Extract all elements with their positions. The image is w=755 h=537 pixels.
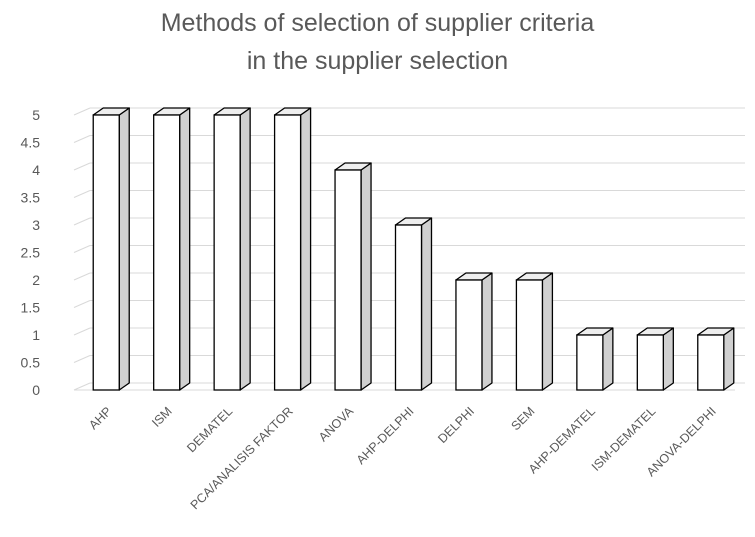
gridline-side	[73, 190, 91, 198]
gridline-side	[73, 355, 91, 363]
bar	[334, 162, 372, 391]
gridline-side	[73, 162, 91, 171]
gridline-side	[73, 327, 91, 336]
bar-front	[697, 334, 725, 391]
y-axis-ticks: 0 0.5 1 1.5 2 2.5 3 3.5 4 4.5 5	[21, 107, 41, 398]
y-tick-label: 3	[32, 217, 40, 233]
bar	[92, 107, 130, 391]
bar-side	[723, 327, 735, 391]
y-tick-label: 1	[32, 327, 40, 343]
bar-side	[118, 107, 130, 391]
bar	[273, 107, 312, 391]
y-tick-label: 5	[32, 107, 40, 123]
bar	[636, 327, 674, 391]
bar	[455, 272, 493, 391]
bar-front	[455, 279, 483, 391]
bar-front	[636, 334, 664, 391]
x-category-label: AHP-DELPHI	[354, 404, 417, 467]
bar-front	[213, 114, 241, 391]
y-tick-label: 0.5	[21, 355, 41, 371]
bar	[515, 272, 554, 391]
gridline-side	[73, 217, 91, 226]
bar-side	[179, 107, 191, 391]
bar-side	[360, 162, 372, 391]
gridline-side	[73, 245, 91, 253]
bar-front	[153, 114, 181, 391]
bar-side	[662, 327, 674, 391]
x-category-label: AHP-DEMATEL	[526, 404, 598, 476]
bar-front	[394, 224, 423, 391]
bar-front	[273, 114, 302, 391]
y-tick-label: 4.5	[21, 135, 41, 151]
bar	[153, 107, 191, 391]
chart-title-line-2: in the supplier selection	[246, 47, 509, 75]
y-tick-label: 2	[32, 272, 40, 288]
x-category-label: ANOVA	[316, 404, 357, 445]
bar	[213, 107, 251, 391]
x-category-label: SEM	[508, 404, 537, 433]
x-category-label: DEMATEL	[184, 404, 235, 455]
x-category-label: ISM	[149, 404, 175, 430]
bar-side	[602, 327, 614, 391]
bar-side	[239, 107, 251, 391]
bar-front	[515, 279, 544, 391]
bar-side	[299, 107, 312, 391]
x-category-label: PCA/ANALISIS FAKTOR	[188, 404, 296, 512]
gridline-side	[73, 272, 91, 281]
gridline-side	[73, 135, 91, 143]
bar-side	[420, 217, 433, 391]
bar-side	[481, 272, 493, 391]
bar	[697, 327, 735, 391]
x-category-label: AHP	[86, 404, 114, 432]
y-tick-label: 2.5	[21, 245, 41, 261]
bar	[576, 327, 614, 391]
gridline-side	[73, 382, 91, 391]
bars	[92, 107, 735, 391]
bar-front	[334, 169, 362, 391]
y-tick-label: 1.5	[21, 300, 41, 316]
bar	[394, 217, 433, 391]
bar-front	[92, 114, 120, 391]
y-tick-label: 4	[32, 162, 40, 178]
gridline-side	[73, 300, 91, 308]
chart-title-line-1: Methods of selection of supplier criteri…	[160, 9, 595, 37]
gridline-side	[73, 107, 91, 116]
x-category-label: DELPHI	[435, 404, 477, 446]
y-tick-label: 0	[32, 382, 40, 398]
x-category-label: ISM-DEMATEL	[589, 404, 659, 474]
bar-side	[541, 272, 554, 391]
y-tick-label: 3.5	[21, 190, 41, 206]
chart-title: Methods of selection of supplier criteri…	[0, 4, 755, 80]
bar-front	[576, 334, 604, 391]
